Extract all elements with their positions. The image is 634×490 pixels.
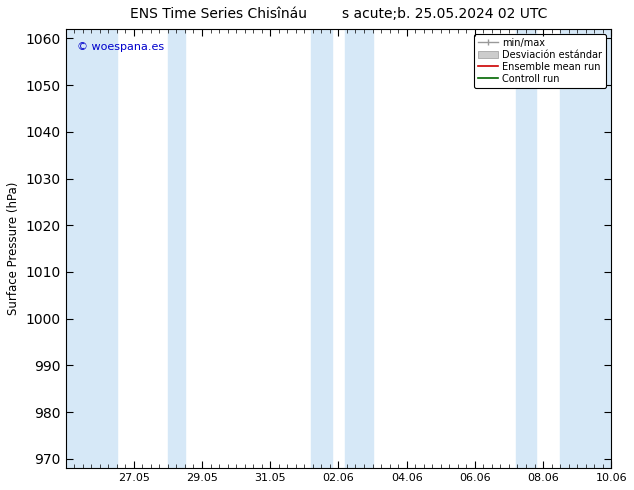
Bar [560, 29, 611, 468]
Bar [346, 29, 373, 468]
Bar [311, 29, 332, 468]
Y-axis label: Surface Pressure (hPa): Surface Pressure (hPa) [7, 182, 20, 315]
Title: ENS Time Series Chisînáu        s acute;b. 25.05.2024 02 UTC: ENS Time Series Chisînáu s acute;b. 25.0… [130, 7, 547, 21]
Bar [515, 29, 536, 468]
Bar [168, 29, 185, 468]
Text: © woespana.es: © woespana.es [77, 42, 164, 52]
Bar [65, 29, 117, 468]
Legend: min/max, Desviación estándar, Ensemble mean run, Controll run: min/max, Desviación estándar, Ensemble m… [474, 34, 606, 88]
